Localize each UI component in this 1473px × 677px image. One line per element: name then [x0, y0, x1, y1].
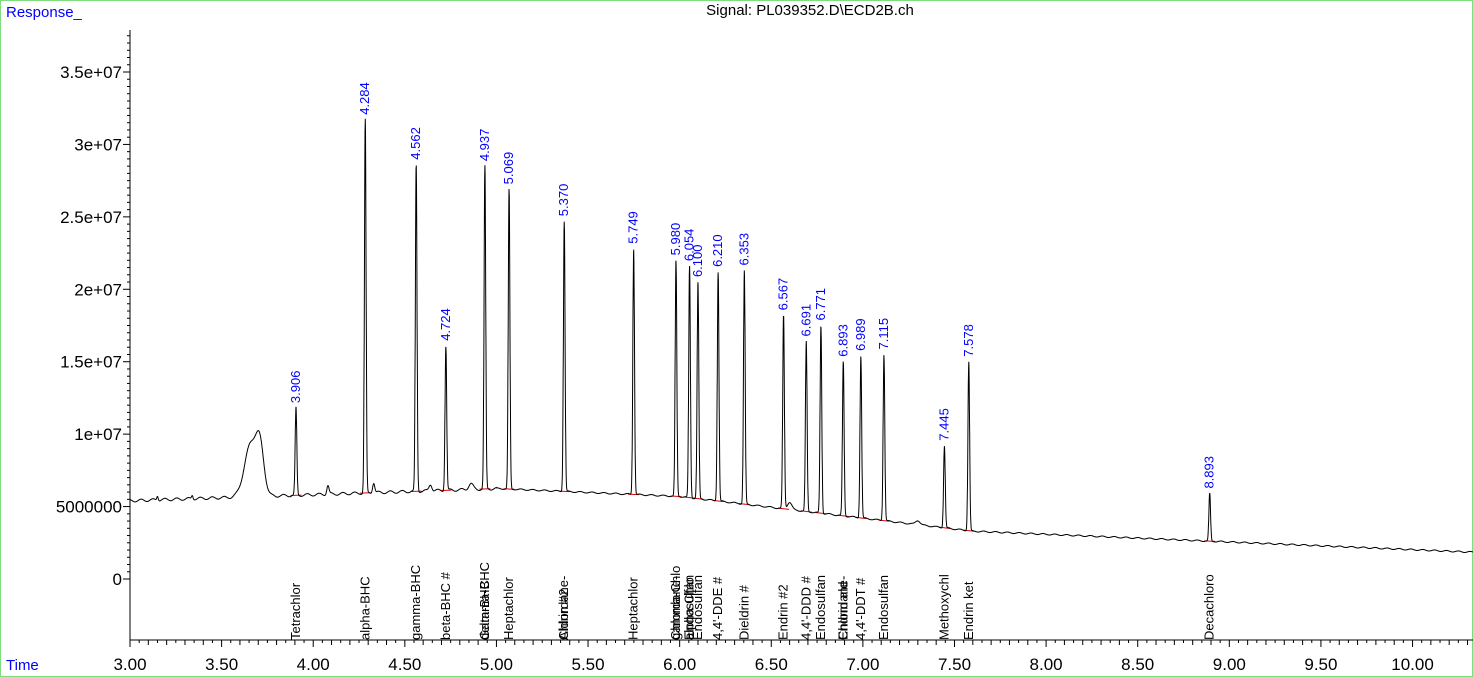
- compound-label: Chlordane-: [835, 576, 850, 640]
- baseline-segment: [963, 529, 975, 532]
- y-tick-label: 5000000: [56, 498, 122, 517]
- x-tick-label: 3.50: [205, 655, 238, 674]
- baseline-segment: [815, 512, 827, 515]
- x-tick-label: 5.00: [480, 655, 513, 674]
- peak-rt-label: 6.100: [690, 244, 705, 277]
- peak-rt-label: 5.069: [501, 152, 516, 185]
- x-tick-label: 10.00: [1391, 655, 1434, 674]
- peak-rt-label: 6.989: [853, 318, 868, 351]
- peak-rt-label: 4.724: [438, 308, 453, 341]
- peak-rt-label: 6.771: [813, 288, 828, 321]
- peak-rt-label: 6.054: [682, 229, 697, 262]
- peak-rt-label: 3.906: [288, 371, 303, 404]
- compound-label: Endosulfan: [682, 575, 697, 640]
- compound-label: 4,4'-DDT #: [853, 577, 868, 640]
- baseline-marks: [290, 488, 1216, 542]
- compound-label: gamma-BHC: [408, 565, 423, 640]
- compound-label: Aldrin #2: [556, 589, 571, 640]
- y-tick-label: 2.5e+07: [60, 208, 122, 227]
- y-tick-label: 3e+07: [74, 135, 122, 154]
- x-tick-label: 9.00: [1213, 655, 1246, 674]
- y-tick-label: 1e+07: [74, 425, 122, 444]
- peak-rt-label: 7.578: [961, 324, 976, 357]
- peak-rt-label: 6.210: [710, 234, 725, 267]
- compound-label: Decachloro: [1202, 574, 1217, 640]
- x-tick-label: 8.00: [1030, 655, 1063, 674]
- peak-rt-label: 6.353: [736, 233, 751, 266]
- compound-label: 4,4'-DDD #: [798, 575, 813, 640]
- peak-rt-label: 5.749: [626, 211, 641, 244]
- compound-label: Methoxychl: [936, 574, 951, 640]
- compound-label: delta-BHC: [477, 580, 492, 640]
- x-tick-label: 8.50: [1121, 655, 1154, 674]
- y-axis-label: Response_: [6, 4, 82, 21]
- y-tick-label: 3.5e+07: [60, 63, 122, 82]
- peak-rt-label: 5.370: [556, 184, 571, 217]
- compound-label: Endrin #2: [776, 584, 791, 640]
- x-tick-label: 4.00: [297, 655, 330, 674]
- compound-label: Heptachlor: [501, 576, 516, 640]
- compound-label: alpha-Chlo: [682, 577, 697, 640]
- peak-rt-label: 7.115: [876, 318, 891, 350]
- compound-label: Gamma-BHC: [477, 562, 492, 640]
- x-tick-label: 3.00: [113, 655, 146, 674]
- compound-label: Endrin ald: [835, 581, 850, 640]
- peak-rt-label: 5.980: [668, 223, 683, 256]
- peak-rt-label: 6.893: [835, 324, 850, 357]
- compound-label: gamma-Chlo: [668, 566, 683, 640]
- compound-label: alpha-BHC: [357, 576, 372, 640]
- x-tick-label: 7.50: [938, 655, 971, 674]
- compound-label: Tetrachlor: [288, 582, 303, 640]
- peak-rt-label: 4.937: [477, 129, 492, 162]
- compound-label: beta-BHC #: [438, 571, 453, 640]
- peak-rt-label: 8.893: [1202, 456, 1217, 489]
- x-tick-label: 6.00: [663, 655, 696, 674]
- y-tick-label: 1.5e+07: [60, 353, 122, 372]
- compound-label: Chlordane-: [668, 576, 683, 640]
- peak-rt-label: 6.567: [776, 278, 791, 311]
- peak-rt-label: 7.445: [936, 408, 951, 441]
- compound-label: Chlordane-: [556, 576, 571, 640]
- compound-label: Endosulfan: [876, 575, 891, 640]
- compound-label: Endosulfan: [690, 575, 705, 640]
- compound-label: Endosulfan: [813, 575, 828, 640]
- x-tick-label: 4.50: [388, 655, 421, 674]
- peak-rt-label: 4.284: [357, 82, 372, 115]
- x-axis-label: Time: [6, 657, 39, 674]
- compound-label: 4,4'-DDE #: [710, 576, 725, 640]
- signal-trace: [129, 118, 1473, 553]
- compound-label: Dieldrin #: [736, 584, 751, 640]
- y-tick-label: 2e+07: [74, 280, 122, 299]
- axes: 0 5000000 1e+07 1.5e+07 2e+07 2.5e+07 3e+07 3.5…: [56, 30, 1473, 674]
- x-tick-label: 5.50: [572, 655, 605, 674]
- compound-label: Heptachlor: [626, 576, 641, 640]
- x-tick-label: 7.00: [846, 655, 879, 674]
- compound-label: Endrin ket: [961, 581, 976, 640]
- x-tick-label: 6.50: [755, 655, 788, 674]
- x-tick-label: 9.50: [1304, 655, 1337, 674]
- compound-labels: Tetrachlor alpha-BHC gamma-BHC beta-BHC # de…: [288, 562, 1217, 640]
- y-tick-label: 0: [113, 570, 122, 589]
- peak-labels: 3.906 4.284 4.562 4.724 4.937 5.069 5.370 5.749…: [288, 82, 1217, 488]
- peak-rt-label: 6.691: [798, 304, 813, 337]
- chart-title: Signal: PL039352.D\ECD2B.ch: [706, 2, 914, 19]
- peak-rt-label: 4.562: [408, 127, 423, 160]
